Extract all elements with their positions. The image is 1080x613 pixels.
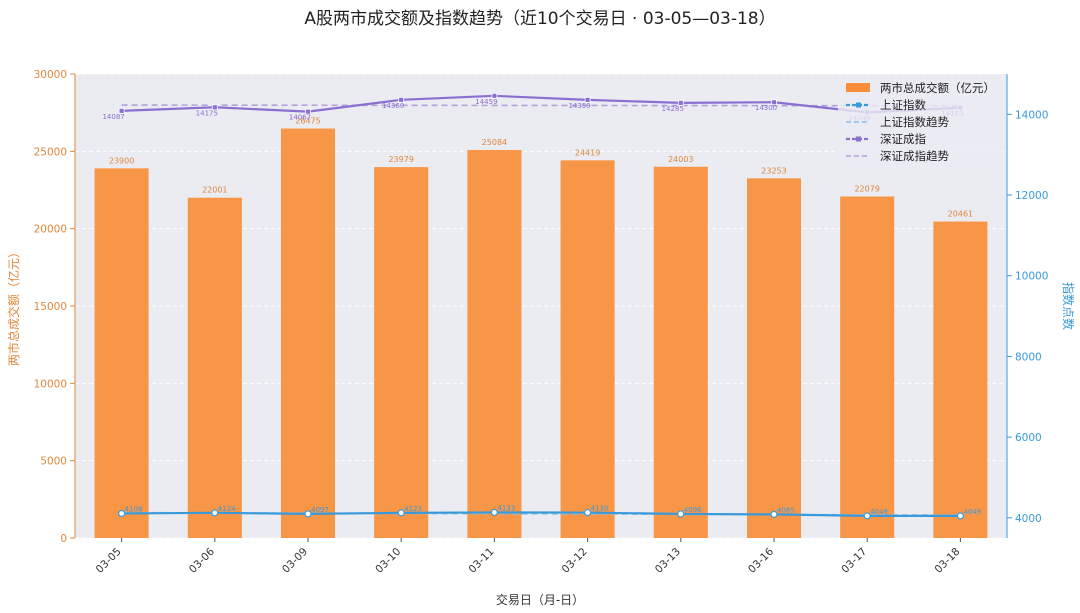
index-value-label: 14300 [755,104,777,112]
chart-title: A股两市成交额及指数趋势（近10个交易日 · 03-05—03-18） [304,9,775,29]
x-tick-label: 03-16 [746,545,776,575]
x-tick-label: 03-11 [466,546,496,576]
x-axis-title: 交易日（月-日） [496,592,584,607]
legend-label: 两市总成交额（亿元） [880,81,995,95]
index-value-label: 14067 [289,114,311,122]
index-value-label: 14459 [475,98,497,106]
legend-label: 上证指数趋势 [880,115,949,129]
index-value-label: 4133 [497,504,515,512]
bar-value-label: 24419 [575,148,600,157]
index-value-label: 4130 [591,505,609,513]
index-point [677,99,684,106]
right-axis-title: 指数点数 [1061,282,1076,330]
bar [280,128,336,538]
index-line [121,511,961,517]
index-value-label: 14359 [568,102,590,110]
index-value-label: 4085 [777,506,795,514]
bar [94,168,149,538]
left-tick-label: 10000 [34,378,67,390]
index-point [863,512,871,520]
left-tick-label: 15000 [34,301,67,313]
bar [187,197,242,538]
index-point [118,107,125,114]
right-tick-label: 12000 [1015,190,1048,202]
bar [560,160,615,539]
legend-label: 深证成指 [880,132,926,146]
index-point [398,96,405,103]
index-point [305,108,311,115]
index-point [583,508,592,517]
bar-value-label: 22079 [854,185,879,194]
index-point [304,510,312,518]
index-point [771,99,777,106]
bar [653,166,708,538]
x-tick-label: 03-09 [280,546,310,576]
index-value-label: 4097 [311,506,329,514]
index-value-label: 4096 [684,506,702,514]
legend-swatch [846,83,870,92]
right-tick-label: 10000 [1015,271,1048,283]
bar-value-label: 26475 [295,117,320,126]
legend-marker [856,136,861,142]
x-tick-label: 03-06 [187,545,217,575]
left-tick-label: 5000 [40,456,67,468]
x-tick-label: 03-05 [94,546,124,576]
bar [933,221,988,538]
bar-layer [94,128,988,539]
index-point [677,510,685,518]
bar-value-label: 22001 [202,186,227,195]
bar-value-label: 23900 [109,156,134,165]
index-value-label: 14087 [102,113,124,121]
x-tick-label: 03-13 [653,546,683,576]
right-tick-label: 6000 [1015,432,1042,444]
left-axis-title: 两市总成交额（亿元） [6,246,21,366]
bar [746,178,802,538]
bar-value-label: 24003 [668,155,693,164]
legend-label: 上证指数 [880,98,926,112]
index-line [121,94,961,114]
left-tick-label: 20000 [34,224,67,236]
right-tick-label: 8000 [1015,351,1042,363]
left-tick-label: 25000 [34,146,67,158]
x-tick-label: 03-17 [839,546,869,576]
bar [374,167,429,538]
index-point [117,509,126,518]
legend-label: 深证成指趋势 [880,149,949,163]
index-value-label: 14285 [662,105,684,113]
index-value-label: 14360 [382,102,404,110]
bar-value-label: 20461 [948,210,973,219]
bar-value-label: 25084 [482,138,507,147]
line-layer [117,92,965,520]
x-tick-label: 03-10 [373,546,403,576]
x-tick-label: 03-18 [932,546,962,576]
index-point [584,96,591,103]
index-value-label: 4123 [404,505,422,513]
bar-value-label: 23979 [388,155,413,164]
index-point [397,509,405,517]
index-value-label: 4049 [870,508,888,516]
left-tick-label: 30000 [34,69,67,81]
index-point [490,508,498,517]
x-tick-label: 03-12 [560,546,590,576]
index-value-label: 4108 [125,505,143,513]
index-point [770,510,778,518]
index-point [956,512,965,520]
index-point [491,92,498,99]
right-tick-label: 14000 [1015,109,1048,121]
index-point [211,104,218,111]
index-value-label: 4124 [218,505,236,513]
right-tick-label: 4000 [1015,513,1042,525]
left-tick-label: 0 [60,533,67,545]
index-value-label: 4049 [963,508,981,516]
bar [840,196,895,538]
bar-value-label: 23253 [761,166,786,175]
index-point [211,509,219,517]
legend-marker [856,102,861,108]
index-value-label: 14175 [196,109,218,117]
bar [467,150,522,539]
